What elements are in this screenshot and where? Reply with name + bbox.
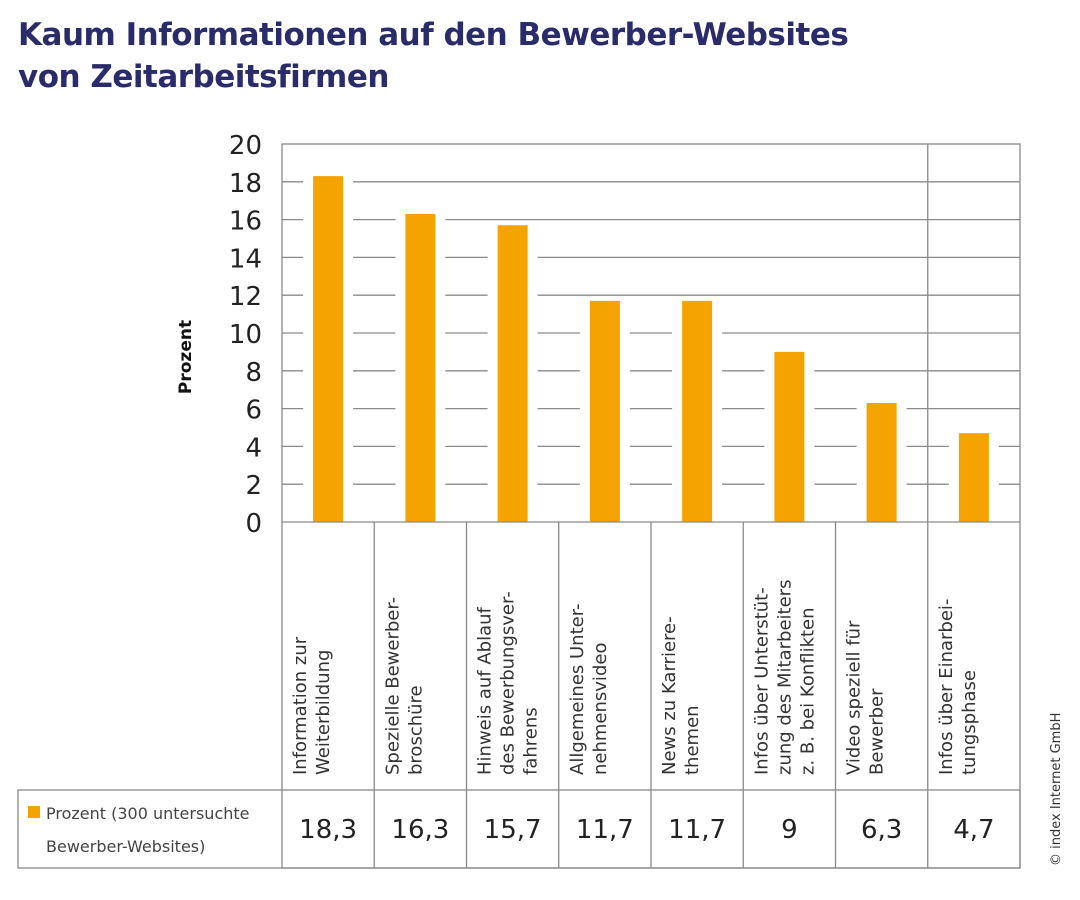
data-value-label: 11,7 [576,815,634,845]
bar [682,300,713,522]
data-value-label: 6,3 [861,815,902,845]
category-label: News zu Karriere- [659,616,680,775]
bar [866,402,897,522]
bar [497,225,528,522]
category-label: Hinweis auf Ablauf [475,606,496,775]
category-label: nehmensvideo [590,643,611,775]
y-tick-label: 14 [229,244,262,274]
category-label: Weiterbildung [313,650,334,775]
data-value-label: 11,7 [668,815,726,845]
data-value-label: 9 [781,815,798,845]
data-value-label: 4,7 [953,815,994,845]
y-tick-label: 4 [245,433,262,463]
data-value-label: 15,7 [484,815,542,845]
category-label: z. B. bei Konflikten [797,607,818,775]
chart-title: Kaum Informationen auf den Bewerber-Webs… [18,14,849,98]
category-label: Spezielle Bewerber- [382,597,403,775]
y-tick-label: 18 [229,169,262,199]
category-label: Infos über Unterstüt- [751,587,772,775]
bar [405,213,436,522]
y-axis-label: Prozent [176,320,196,394]
legend-label-line-1: Prozent (300 untersuchte [46,804,250,823]
legend-label-line-2: Bewerber-Websites) [46,837,205,856]
y-tick-label: 0 [245,509,262,539]
y-tick-label: 8 [245,358,262,388]
y-tick-label: 16 [229,207,262,237]
category-label: fahrens [521,707,542,775]
category-label: Information zur [290,636,311,775]
y-tick-label: 2 [245,471,262,501]
category-label: broschüre [405,685,426,775]
category-label: tungsphase [959,670,980,775]
legend-swatch [28,806,40,818]
title-line-1: Kaum Informationen auf den Bewerber-Webs… [18,17,849,53]
bar [313,176,344,522]
category-label: themen [682,705,703,775]
copyright-notice: © index Internet GmbH [1049,713,1064,866]
category-label: Bewerber [867,688,888,775]
title-line-2: von Zeitarbeitsfirmen [18,59,389,95]
category-label: Video speziell für [844,620,865,775]
bar [958,433,989,522]
bar [589,300,620,522]
category-label: Infos über Einarbei- [936,599,957,775]
data-value-label: 18,3 [299,815,357,845]
category-label: Allgemeines Unter- [567,604,588,775]
data-value-label: 16,3 [391,815,449,845]
bar [774,351,805,522]
data-table-frame [17,789,1021,869]
y-tick-label: 10 [229,320,262,350]
category-label: des Bewerbungsver- [498,591,519,775]
y-tick-label: 6 [245,396,262,426]
category-label: zung des Mitarbeiters [774,580,795,775]
y-tick-label: 12 [229,282,262,312]
y-tick-label: 20 [229,131,262,161]
